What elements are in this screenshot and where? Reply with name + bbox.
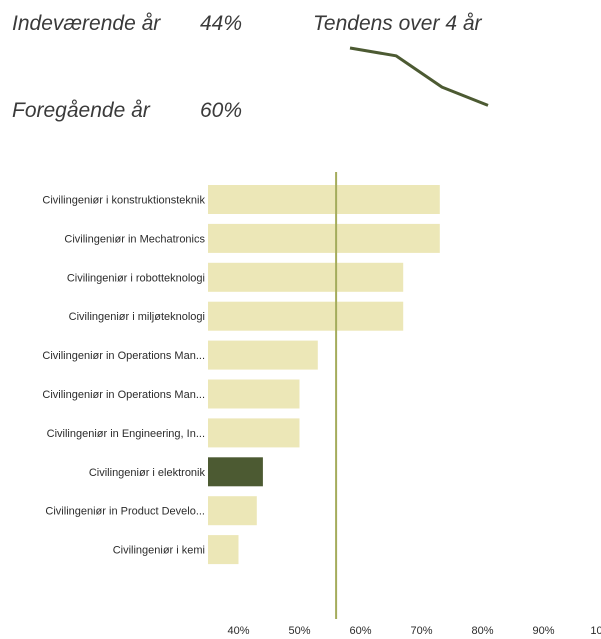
bar-chart: Civilingeniør i konstruktionsteknik Civil… [42,172,601,637]
bar-9 [208,496,257,526]
x-tick-label-40: 40% [227,625,249,637]
category-label-7: Civilingeniør in Engineering, In... [47,428,205,440]
trend-title: Tendens over 4 år [313,12,482,35]
category-label-5: Civilingeniør in Operations Man... [42,350,205,362]
x-tick-label-50: 50% [288,625,310,637]
category-label-6: Civilingeniør in Operations Man... [42,389,205,401]
bar-2 [208,223,440,253]
trend-sparkline [349,46,489,107]
bar-1 [208,185,440,214]
x-tick-label-60: 60% [349,625,371,637]
category-label-8: Civilingeniør i elektronik [89,467,206,479]
previous-year-label: Foregående år [12,99,150,122]
category-label-9: Civilingeniør in Product Develo... [45,506,205,518]
x-tick-label-90: 90% [532,625,554,637]
category-label-3: Civilingeniør i robotteknologi [67,272,205,284]
bar-7 [208,418,300,448]
bar-10 [208,535,239,565]
x-tick-label-80: 80% [471,625,493,637]
category-label-4: Civilingeniør i miljøteknologi [69,311,205,323]
bar-8 [208,457,263,487]
category-label-10: Civilingeniør i kemi [113,545,205,557]
bar-5 [208,340,318,370]
x-tick-label-100: 100% [590,625,601,637]
previous-year-value: 60% [200,99,243,122]
current-year-label: Indeværende år [12,12,161,35]
x-tick-label-70: 70% [410,625,432,637]
current-year-value: 44% [200,12,243,35]
category-label-1: Civilingeniør i konstruktionsteknik [42,195,205,207]
category-label-2: Civilingeniør in Mechatronics [64,233,205,245]
bar-6 [208,379,300,409]
bar-4 [208,301,404,331]
trend-line [349,46,489,107]
bar-3 [208,262,404,292]
